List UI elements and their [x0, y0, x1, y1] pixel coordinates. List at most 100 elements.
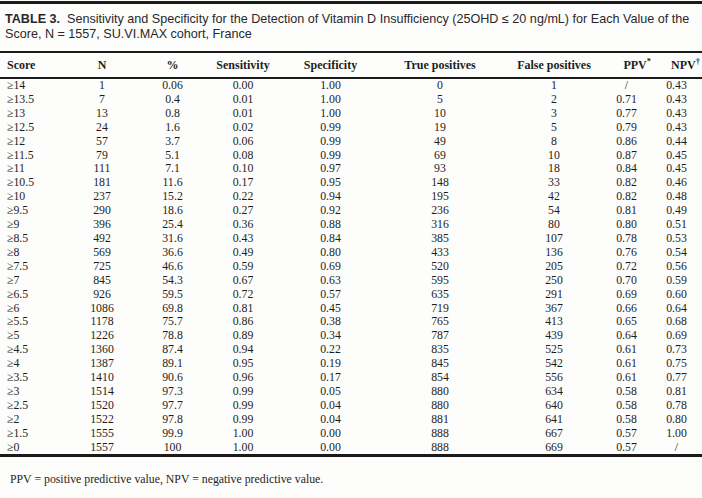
- cell: 0.06: [140, 78, 205, 93]
- cell: 0.36: [205, 218, 281, 232]
- column-header-true-positives: True positives: [380, 52, 500, 78]
- table-row: ≥12.5241.60.020.991950.790.43: [0, 121, 702, 135]
- cell: 250: [500, 274, 608, 288]
- cell: 75.7: [140, 315, 205, 329]
- cell: 0.19: [281, 357, 380, 371]
- cell: 0.58: [608, 399, 655, 413]
- cell: 0.63: [281, 274, 380, 288]
- cell: 0.81: [608, 204, 655, 218]
- cell: 1.00: [281, 93, 380, 107]
- cell: 0.86: [205, 315, 281, 329]
- table-body: ≥1410.060.001.0001/0.43≥13.570.40.011.00…: [0, 78, 702, 456]
- column-header-sensitivity: Sensitivity: [205, 52, 281, 78]
- cell: 1.00: [205, 427, 281, 441]
- header-row: ScoreN%SensitivitySpecificityTrue positi…: [0, 52, 702, 78]
- cell: 725: [64, 260, 140, 274]
- cell: 59.5: [140, 288, 205, 302]
- cell: 1.6: [140, 121, 205, 135]
- cell: 880: [380, 399, 500, 413]
- cell: 0.05: [281, 385, 380, 399]
- cell: 0.77: [655, 371, 702, 385]
- cell: 0.08: [205, 149, 281, 163]
- cell: 0.99: [205, 385, 281, 399]
- cell: 18: [500, 162, 608, 176]
- cell: 8: [500, 135, 608, 149]
- cell: 1226: [64, 329, 140, 343]
- table-number: TABLE 3.: [5, 12, 60, 26]
- cell: 49: [380, 135, 500, 149]
- cell: 90.6: [140, 371, 205, 385]
- cell: 0.70: [608, 274, 655, 288]
- table-caption-text: Sensitivity and Specificity for the Dete…: [5, 12, 689, 41]
- table-row: ≥784554.30.670.635952500.700.59: [0, 274, 702, 288]
- cell: 433: [380, 246, 500, 260]
- cell: 42: [500, 190, 608, 204]
- cell: 5: [500, 121, 608, 135]
- cell: 0.86: [608, 135, 655, 149]
- cell: 7: [64, 93, 140, 107]
- cell: 1557: [64, 441, 140, 456]
- table-row: ≥4.5136087.40.940.228355250.610.73: [0, 343, 702, 357]
- cell: 0.80: [655, 413, 702, 427]
- cell: 880: [380, 385, 500, 399]
- cell: 0.89: [205, 329, 281, 343]
- cell: /: [608, 78, 655, 93]
- cell: 635: [380, 288, 500, 302]
- cell: 520: [380, 260, 500, 274]
- cell: ≥3: [0, 385, 64, 399]
- cell: 367: [500, 302, 608, 316]
- cell: 0.94: [205, 343, 281, 357]
- cell: 195: [380, 190, 500, 204]
- cell: 0.43: [655, 107, 702, 121]
- cell: /: [655, 441, 702, 456]
- cell: ≥5.5: [0, 315, 64, 329]
- cell: 1.00: [655, 427, 702, 441]
- cell: ≥6.5: [0, 288, 64, 302]
- table-row: ≥2152297.80.990.048816410.580.80: [0, 413, 702, 427]
- table-row: ≥3.5141090.60.960.178545560.610.77: [0, 371, 702, 385]
- cell: 97.8: [140, 413, 205, 427]
- table-row: ≥11.5795.10.080.9969100.870.45: [0, 149, 702, 163]
- cell: 888: [380, 427, 500, 441]
- table-row: ≥5122678.80.890.347874390.640.69: [0, 329, 702, 343]
- cell: 0.57: [281, 288, 380, 302]
- cell: 54: [500, 204, 608, 218]
- cell: 237: [64, 190, 140, 204]
- cell: 0: [380, 78, 500, 93]
- cell: 0.61: [608, 371, 655, 385]
- cell: 0.00: [281, 427, 380, 441]
- cell: 765: [380, 315, 500, 329]
- cell: 236: [380, 204, 500, 218]
- cell: 24: [64, 121, 140, 135]
- cell: 0.00: [205, 78, 281, 93]
- cell: 0.87: [608, 149, 655, 163]
- cell: 5: [380, 93, 500, 107]
- cell: 0.95: [281, 176, 380, 190]
- cell: ≥1.5: [0, 427, 64, 441]
- cell: 1522: [64, 413, 140, 427]
- cell: 0.71: [608, 93, 655, 107]
- cell: 0.82: [608, 176, 655, 190]
- cell: ≥0: [0, 441, 64, 456]
- cell: ≥5: [0, 329, 64, 343]
- cell: 640: [500, 399, 608, 413]
- column-header-n: N: [64, 52, 140, 78]
- cell: ≥13: [0, 107, 64, 121]
- cell: 1555: [64, 427, 140, 441]
- cell: 0.80: [608, 218, 655, 232]
- cell: 0.78: [608, 232, 655, 246]
- cell: 0.58: [608, 413, 655, 427]
- cell: 396: [64, 218, 140, 232]
- cell: 0.72: [608, 260, 655, 274]
- cell: 0.60: [655, 288, 702, 302]
- cell: 0.27: [205, 204, 281, 218]
- cell: 3: [500, 107, 608, 121]
- cell: 0.82: [608, 190, 655, 204]
- cell: 0.43: [655, 78, 702, 93]
- table-row: ≥015571001.000.008886690.57/: [0, 441, 702, 456]
- header-superscript: †: [696, 56, 700, 66]
- cell: 0.69: [655, 329, 702, 343]
- cell: 0.22: [205, 190, 281, 204]
- cell: 669: [500, 441, 608, 456]
- cell: 0.06: [205, 135, 281, 149]
